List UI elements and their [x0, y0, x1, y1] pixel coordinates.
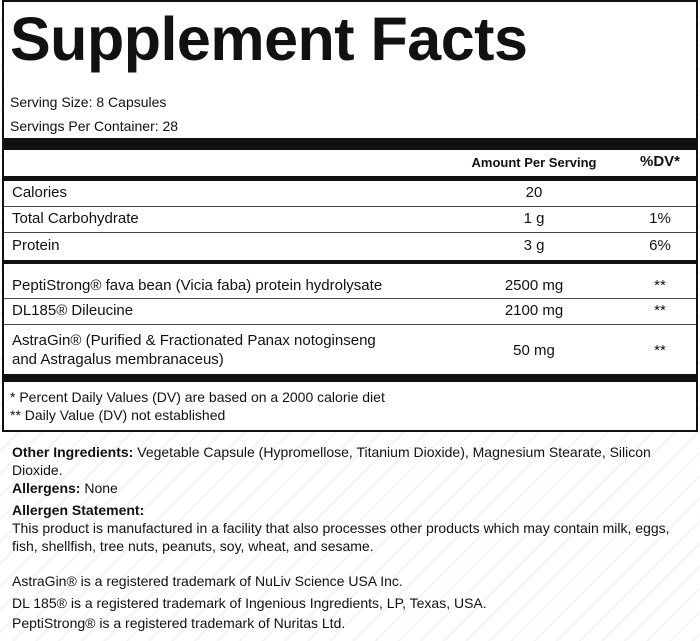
nutrient-name: PeptiStrong® fava bean (Vicia faba) prot…	[12, 277, 383, 294]
nutrient-name: AstraGin® (Purified & Fractionated Panax…	[12, 332, 376, 349]
divider	[4, 176, 696, 181]
allergens: Allergens: None	[12, 479, 688, 497]
daily-value: 1%	[649, 210, 671, 227]
amount: 20	[525, 184, 543, 201]
nutrient-name: DL185® Dileucine	[12, 302, 134, 319]
footnote: * Percent Daily Values (DV) are based on…	[10, 389, 385, 405]
allergen-statement: Allergen Statement: This product is manuf…	[12, 501, 688, 555]
daily-value: 6%	[649, 237, 671, 254]
nutrient-name: Calories	[12, 184, 68, 201]
label: Allergens:	[12, 480, 81, 496]
row-rule	[4, 206, 696, 207]
text: None	[84, 480, 118, 496]
row-rule	[4, 260, 696, 264]
trademark: AstraGin® is a registered trademark of N…	[12, 573, 403, 589]
header-dv: %DV*	[639, 153, 680, 170]
row-rule	[4, 324, 696, 325]
title: Supplement Facts	[10, 5, 528, 73]
label: Other Ingredients:	[12, 444, 134, 460]
row-rule	[4, 298, 696, 299]
text: This product is manufactured in a facili…	[12, 520, 670, 554]
daily-value: **	[654, 277, 666, 294]
amount: 50 mg	[513, 341, 555, 359]
amount: 1 g	[523, 210, 545, 227]
row-rule	[4, 232, 696, 233]
trademark: DL 185® is a registered trademark of Ing…	[12, 595, 487, 611]
trademark: PeptiStrong® is a registered trademark o…	[12, 615, 346, 631]
amount: 2500 mg	[504, 277, 564, 294]
header-amount: Amount Per Serving	[471, 155, 597, 170]
other-ingredients: Other Ingredients: Vegetable Capsule (Hy…	[12, 443, 688, 479]
serving-size: Serving Size: 8 Capsules	[10, 94, 167, 110]
footnote: ** Daily Value (DV) not established	[10, 407, 226, 423]
servings-per-container: Servings Per Container: 28	[10, 118, 179, 134]
daily-value: **	[654, 302, 666, 319]
amount: 2100 mg	[504, 302, 564, 319]
text: Vegetable Capsule (Hypromellose, Titaniu…	[12, 444, 651, 478]
nutrient-name: and Astragalus membranaceus)	[12, 351, 224, 368]
divider	[4, 138, 696, 150]
divider	[4, 374, 696, 382]
amount: 3 g	[523, 237, 545, 254]
label: Allergen Statement:	[12, 502, 145, 518]
nutrient-name: Protein	[12, 237, 60, 254]
nutrient-name: Total Carbohydrate	[12, 210, 139, 227]
facts-panel: Supplement Facts Serving Size: 8 Capsule…	[2, 0, 698, 432]
daily-value: **	[654, 341, 666, 359]
